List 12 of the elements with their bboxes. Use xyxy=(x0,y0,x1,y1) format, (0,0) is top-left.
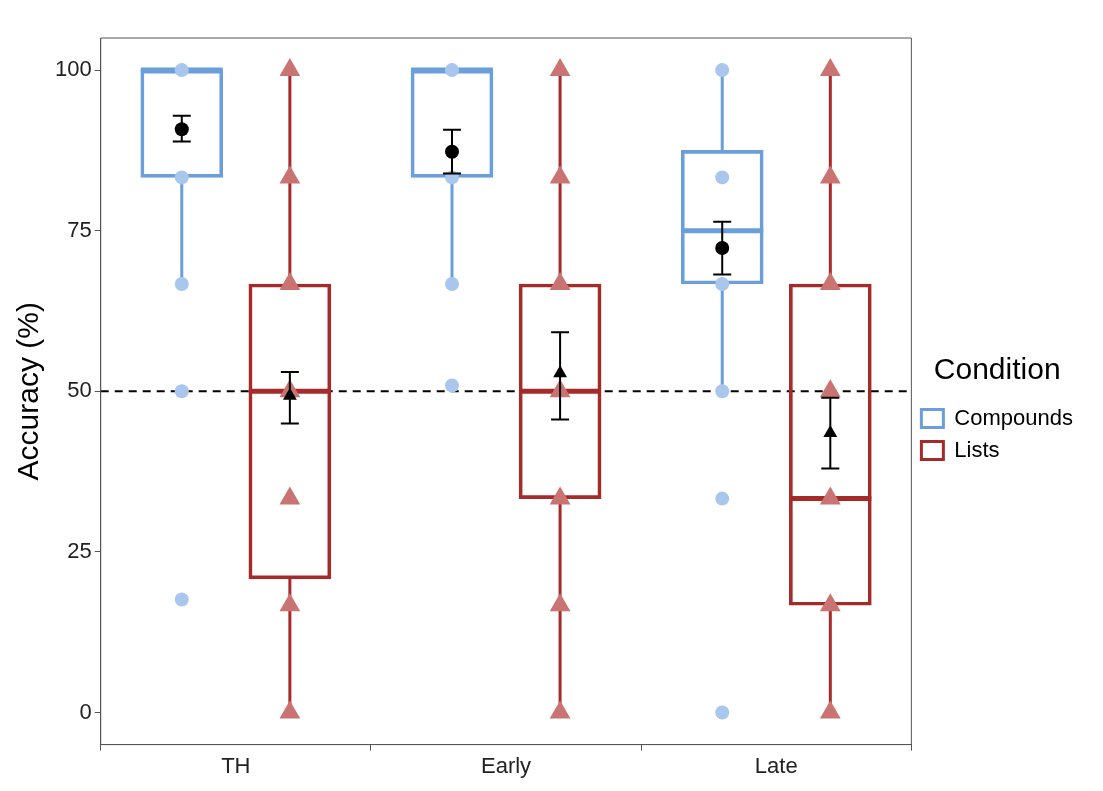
y-tick-label: 100 xyxy=(54,56,92,82)
x-tick-label: Late xyxy=(754,752,798,778)
x-tick-label: TH xyxy=(221,752,251,778)
y-tick-label: 0 xyxy=(79,698,92,724)
x-tick-label: Early xyxy=(480,752,532,778)
y-tick-label: 25 xyxy=(67,537,92,563)
y-tick-label: 50 xyxy=(67,377,92,403)
y-axis-title: Accuracy (%) xyxy=(11,302,45,481)
legend-label: Compounds xyxy=(954,404,1074,430)
legend-title: Condition xyxy=(933,351,1061,385)
legend-label: Lists xyxy=(954,436,1000,462)
y-tick-label: 75 xyxy=(67,216,92,242)
